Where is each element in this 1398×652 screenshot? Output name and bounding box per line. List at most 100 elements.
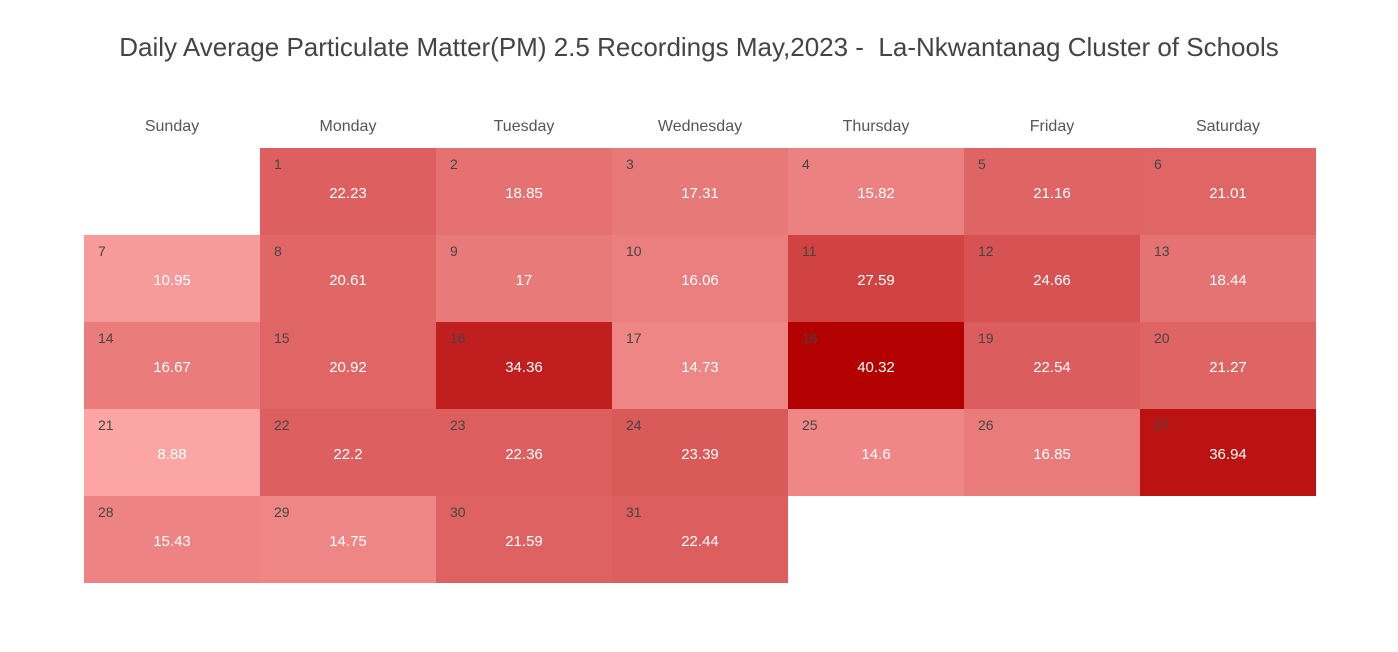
day-cell: 20 21.27: [1140, 322, 1316, 409]
day-cell: 18 40.32: [788, 322, 964, 409]
weekday-header-wednesday: Wednesday: [657, 118, 743, 135]
weekday-header-sunday: Sunday: [144, 118, 200, 135]
day-number-label: 30: [450, 504, 466, 520]
day-value-label: 22.2: [333, 446, 363, 463]
day-number-label: 20: [1154, 330, 1170, 346]
day-value-label: 20.92: [329, 359, 367, 376]
day-number-label: 13: [1154, 243, 1170, 259]
day-cell: 22 22.2: [260, 409, 436, 496]
day-number-label: 22: [274, 417, 290, 433]
day-cell: 28 15.43: [84, 496, 260, 583]
day-value-label: 15.82: [857, 185, 895, 202]
day-cell: 26 16.85: [964, 409, 1140, 496]
day-number-label: 23: [450, 417, 466, 433]
day-value-label: 22.54: [1033, 359, 1071, 376]
day-value-label: 22.23: [329, 185, 367, 202]
day-cell: 6 21.01: [1140, 148, 1316, 235]
day-value-label: 14.6: [861, 446, 891, 463]
day-cell: 4 15.82: [788, 148, 964, 235]
day-cell: 16 34.36: [436, 322, 612, 409]
day-cell: 21 8.88: [84, 409, 260, 496]
day-number-label: 15: [274, 330, 290, 346]
day-number-label: 25: [802, 417, 818, 433]
weekday-header-thursday: Thursday: [842, 118, 910, 135]
day-value-label: 21.01: [1209, 185, 1247, 202]
day-value-label: 20.61: [329, 272, 367, 289]
day-cell: 2 18.85: [436, 148, 612, 235]
day-value-label: 22.36: [505, 446, 543, 463]
day-value-label: 21.16: [1033, 185, 1071, 202]
day-value-label: 24.66: [1033, 272, 1071, 289]
day-cell: 12 24.66: [964, 235, 1140, 322]
day-value-label: 16.06: [681, 272, 719, 289]
day-cell: 1 22.23: [260, 148, 436, 235]
day-number-label: 6: [1154, 156, 1162, 172]
day-cell: 7 10.95: [84, 235, 260, 322]
day-value-label: 15.43: [153, 533, 191, 550]
day-cell: 3 17.31: [612, 148, 788, 235]
day-cell: 17 14.73: [612, 322, 788, 409]
day-number-label: 29: [274, 504, 290, 520]
day-value-label: 8.88: [157, 446, 187, 463]
day-value-label: 21.27: [1209, 359, 1247, 376]
day-cell: 15 20.92: [260, 322, 436, 409]
day-value-label: 10.95: [153, 272, 191, 289]
day-number-label: 14: [98, 330, 114, 346]
day-value-label: 18.44: [1209, 272, 1247, 289]
day-number-label: 10: [626, 243, 642, 259]
day-number-label: 8: [274, 243, 282, 259]
day-cell: 24 23.39: [612, 409, 788, 496]
day-number-label: 19: [978, 330, 994, 346]
day-number-label: 18: [802, 330, 818, 346]
day-cell: 25 14.6: [788, 409, 964, 496]
day-number-label: 5: [978, 156, 986, 172]
day-cell: 8 20.61: [260, 235, 436, 322]
day-value-label: 23.39: [681, 446, 719, 463]
day-number-label: 9: [450, 243, 458, 259]
day-number-label: 3: [626, 156, 634, 172]
day-number-label: 17: [626, 330, 642, 346]
weekday-header-friday: Friday: [1029, 118, 1075, 135]
day-cell: 31 22.44: [612, 496, 788, 583]
day-value-label: 17: [515, 272, 533, 289]
day-value-label: 27.59: [857, 272, 895, 289]
day-value-label: 21.59: [505, 533, 543, 550]
day-number-label: 21: [98, 417, 114, 433]
day-cell: 19 22.54: [964, 322, 1140, 409]
day-cell: 13 18.44: [1140, 235, 1316, 322]
day-number-label: 27: [1154, 417, 1170, 433]
day-value-label: 36.94: [1209, 446, 1247, 463]
day-number-label: 2: [450, 156, 458, 172]
day-cell: 23 22.36: [436, 409, 612, 496]
day-cell: 9 17: [436, 235, 612, 322]
day-number-label: 1: [274, 156, 282, 172]
day-value-label: 16.85: [1033, 446, 1071, 463]
day-number-label: 31: [626, 504, 642, 520]
day-number-label: 24: [626, 417, 642, 433]
day-cell: 11 27.59: [788, 235, 964, 322]
day-value-label: 18.85: [505, 185, 543, 202]
day-cell: 30 21.59: [436, 496, 612, 583]
day-value-label: 22.44: [681, 533, 719, 550]
day-value-label: 40.32: [857, 359, 895, 376]
weekday-header-tuesday: Tuesday: [493, 118, 555, 135]
day-value-label: 14.73: [681, 359, 719, 376]
weekday-header-saturday: Saturday: [1195, 118, 1261, 135]
day-number-label: 7: [98, 243, 106, 259]
day-number-label: 28: [98, 504, 114, 520]
day-cell: 29 14.75: [260, 496, 436, 583]
day-value-label: 14.75: [329, 533, 367, 550]
day-value-label: 34.36: [505, 359, 543, 376]
chart-title: Daily Average Particulate Matter(PM) 2.5…: [119, 32, 1279, 62]
day-number-label: 26: [978, 417, 994, 433]
day-value-label: 16.67: [153, 359, 191, 376]
day-number-label: 12: [978, 243, 994, 259]
day-cell: 27 36.94: [1140, 409, 1316, 496]
day-number-label: 11: [802, 243, 817, 259]
day-number-label: 16: [450, 330, 466, 346]
day-number-label: 4: [802, 156, 810, 172]
day-value-label: 17.31: [681, 185, 719, 202]
day-cell: 14 16.67: [84, 322, 260, 409]
day-cell: 10 16.06: [612, 235, 788, 322]
day-cell: 5 21.16: [964, 148, 1140, 235]
